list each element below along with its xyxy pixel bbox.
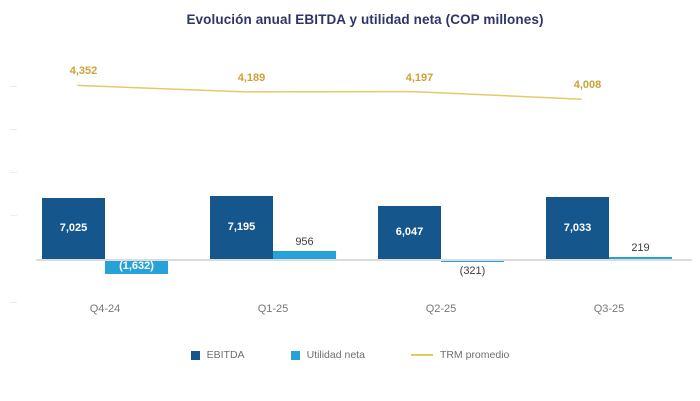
- legend-item-utilidad-neta: Utilidad neta: [290, 349, 365, 361]
- ebitda-bar: [378, 206, 441, 260]
- trm-value-label: 4,352: [69, 65, 98, 78]
- chart-title: Evolución anual EBITDA y utilidad neta (…: [186, 12, 544, 27]
- y-axis-tick: [10, 215, 17, 216]
- utilidad-neta-value-label: 219: [631, 242, 650, 254]
- ebitda-swatch-icon: [190, 350, 200, 360]
- utilidad-neta-swatch-icon: [290, 350, 300, 360]
- legend-label-utilidad-neta: Utilidad neta: [306, 349, 365, 361]
- y-axis-tick: [10, 302, 17, 303]
- x-axis-baseline: [36, 259, 692, 261]
- ebitda-value-label: 7,195: [227, 221, 256, 234]
- utilidad-neta-bar: [273, 251, 336, 260]
- legend-item-trm-promedio: TRM promedio: [410, 349, 510, 361]
- trm-value-label: 4,008: [573, 79, 602, 92]
- legend-item-ebitda: EBITDA: [190, 349, 245, 361]
- ebitda-value-label: 7,033: [563, 221, 592, 234]
- utilidad-neta-value-label: 956: [295, 236, 314, 249]
- category-label: Q3-25: [593, 303, 625, 315]
- category-label: Q4-24: [89, 303, 121, 315]
- y-axis-tick: [10, 172, 17, 173]
- legend-label-trm-promedio: TRM promedio: [439, 349, 510, 361]
- utilidad-neta-bar: [105, 259, 168, 274]
- legend: EBITDA Utilidad neta TRM promedio: [0, 349, 700, 361]
- utilidad-neta-bar: [609, 257, 672, 260]
- trm-value-label: 4,189: [237, 71, 266, 84]
- ebitda-value-label: 7,025: [59, 222, 88, 234]
- ebitda-bar: [546, 197, 609, 260]
- category-label: Q2-25: [425, 303, 457, 315]
- ebitda-bar: [210, 195, 273, 260]
- y-axis-tick: [10, 86, 17, 87]
- y-axis-tick: [10, 129, 17, 130]
- ebitda-value-label: 6,047: [395, 226, 424, 239]
- trm-line: [77, 84, 582, 100]
- trm-value-label: 4,197: [405, 71, 434, 84]
- utilidad-neta-value-label: (321): [459, 265, 486, 278]
- legend-label-ebitda: EBITDA: [206, 349, 245, 361]
- utilidad-neta-value-label: (1,632): [119, 260, 154, 273]
- ebitda-bar: [42, 197, 105, 260]
- category-label: Q1-25: [257, 303, 289, 315]
- trm-promedio-swatch-icon: [410, 354, 433, 356]
